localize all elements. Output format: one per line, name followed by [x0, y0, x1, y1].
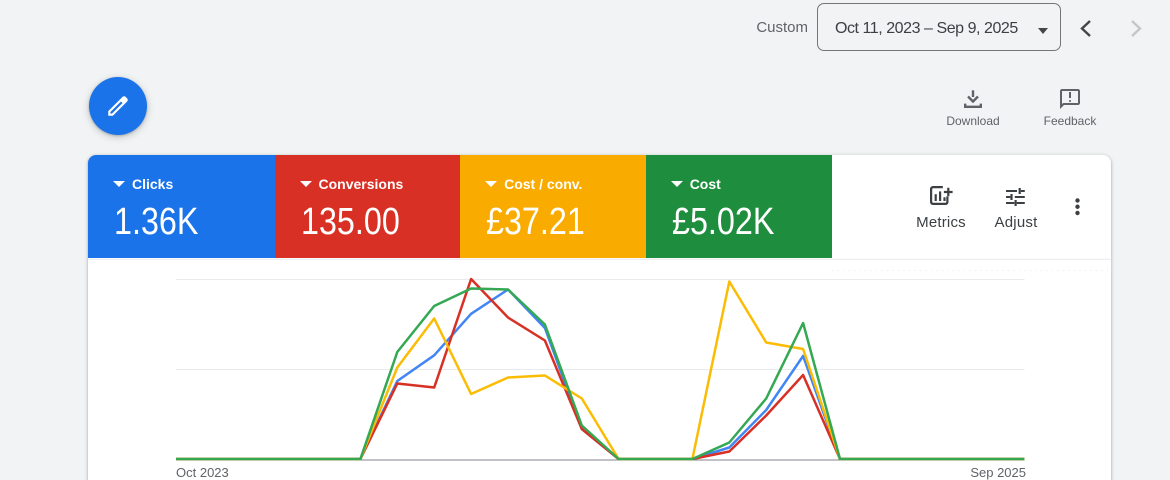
svg-text:Sep 2025: Sep 2025 — [970, 465, 1026, 480]
svg-text:Oct 2023: Oct 2023 — [176, 465, 229, 480]
